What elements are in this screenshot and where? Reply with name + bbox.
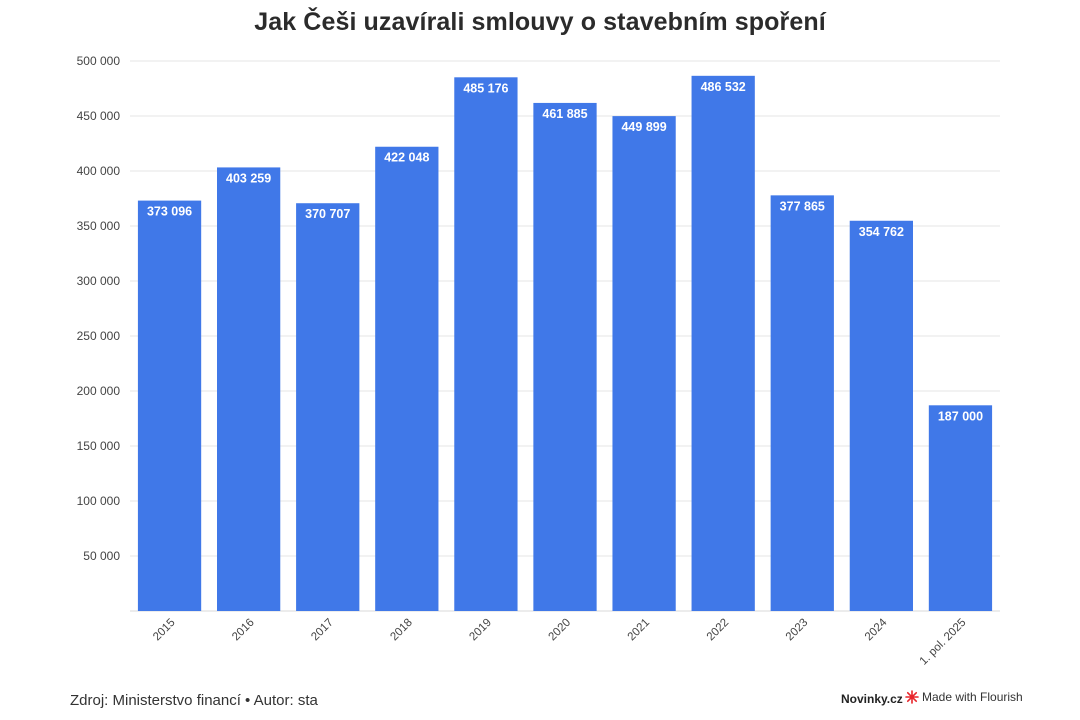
bar[interactable] bbox=[217, 167, 281, 611]
x-tick-label: 2015 bbox=[151, 617, 178, 644]
bar-value-label: 354 762 bbox=[859, 225, 904, 239]
bar-chart: 50 000 100 000 150 000 200 000 250 000 300 00… bbox=[77, 54, 1000, 668]
x-tick-label: 2016 bbox=[230, 617, 257, 644]
bar-value-label: 187 000 bbox=[938, 409, 983, 423]
bar[interactable] bbox=[137, 200, 202, 611]
bar[interactable] bbox=[928, 405, 993, 611]
x-tick-label: 2021 bbox=[626, 617, 653, 644]
x-tick-label: 2022 bbox=[705, 617, 732, 644]
x-tick-label: 2019 bbox=[467, 617, 494, 644]
bar-value-label: 370 707 bbox=[305, 207, 350, 221]
bar-value-label: 485 176 bbox=[463, 81, 508, 95]
y-tick-label: 300 000 bbox=[77, 274, 121, 288]
bar[interactable] bbox=[454, 77, 518, 611]
x-tick-label: 2018 bbox=[388, 617, 415, 644]
source-credit: Zdroj: Ministerstvo financí • Autor: sta bbox=[70, 692, 318, 709]
flourish-star-icon bbox=[905, 690, 919, 704]
bar[interactable] bbox=[849, 220, 913, 612]
x-tick-label: 2023 bbox=[784, 617, 811, 644]
flourish-credit[interactable]: Made with Flourish bbox=[905, 690, 1023, 704]
x-tick-label: 2020 bbox=[547, 617, 574, 644]
bar-value-label: 486 532 bbox=[701, 80, 746, 94]
bar[interactable] bbox=[691, 75, 755, 611]
bar-value-label: 461 885 bbox=[542, 107, 587, 121]
y-tick-label: 350 000 bbox=[77, 219, 121, 233]
bar-value-label: 422 048 bbox=[384, 151, 429, 165]
bar[interactable] bbox=[770, 195, 834, 611]
bar[interactable] bbox=[375, 146, 439, 611]
x-tick-label: 2017 bbox=[309, 617, 336, 644]
x-tick-label: 1. pol. 2025 bbox=[918, 617, 969, 668]
flourish-label: Made with Flourish bbox=[922, 690, 1023, 704]
bar-value-label: 449 899 bbox=[621, 120, 666, 134]
bar[interactable] bbox=[533, 102, 597, 611]
bar-value-label: 403 259 bbox=[226, 171, 271, 185]
y-tick-label: 100 000 bbox=[77, 494, 121, 508]
y-tick-label: 500 000 bbox=[77, 54, 121, 68]
chart-title: Jak Češi uzavírali smlouvy o stavebním s… bbox=[254, 8, 826, 36]
y-tick-label: 150 000 bbox=[77, 439, 121, 453]
y-tick-label: 450 000 bbox=[77, 109, 121, 123]
y-tick-label: 50 000 bbox=[83, 549, 120, 563]
y-tick-label: 400 000 bbox=[77, 164, 121, 178]
y-tick-label: 200 000 bbox=[77, 384, 121, 398]
brand-logo[interactable]: Novinky.cz bbox=[841, 692, 903, 706]
bar-value-label: 373 096 bbox=[147, 205, 192, 219]
bar[interactable] bbox=[296, 203, 360, 612]
bar-value-label: 377 865 bbox=[780, 199, 825, 213]
y-tick-label: 250 000 bbox=[77, 329, 121, 343]
bar[interactable] bbox=[612, 116, 676, 612]
x-tick-label: 2024 bbox=[863, 616, 890, 643]
